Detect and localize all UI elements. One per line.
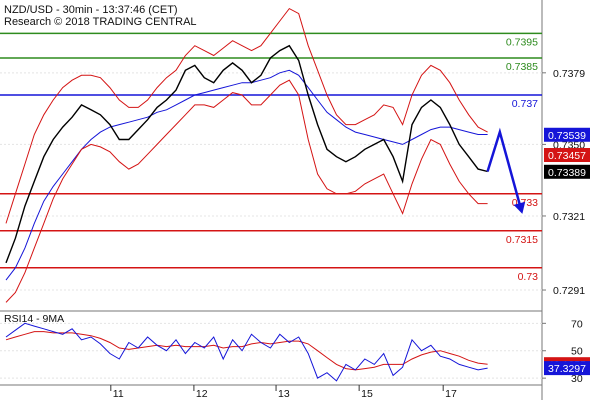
time-tick-label: 15 (361, 388, 373, 400)
rsi-badge (544, 361, 590, 376)
price-badge-label: 0.73539 (548, 130, 586, 142)
time-tick-label: 11 (113, 388, 124, 400)
rsi-tick-label: 30 (571, 373, 583, 385)
bollinger-and-ma-lines (5, 7, 488, 303)
rsi-tick-labels: 70 50 30 (571, 318, 583, 385)
time-tick-label: 13 (278, 388, 290, 400)
time-axis-ticks: 11 12 13 15 17 (110, 385, 457, 400)
price-badge-label: 0.73457 (548, 150, 586, 162)
price-tick-label: 0.7321 (553, 211, 585, 223)
rsi-panel-label: RSI14 - 9MA (4, 313, 64, 325)
rsi-badge-label: 37.3297 (548, 363, 586, 375)
chart-title: NZD/USD - 30min - 13:37:46 (CET) (4, 4, 178, 16)
level-label: 0.7385 (506, 61, 538, 73)
time-tick-label: 12 (196, 388, 208, 400)
indicator-line (5, 7, 488, 224)
price-badge-label: 0.73389 (548, 167, 586, 179)
level-label: 0.7395 (506, 36, 538, 48)
rsi-tick-label: 50 (571, 346, 583, 358)
price-series-line (5, 44, 488, 264)
price-tick-label: 0.7291 (553, 285, 585, 297)
rsi-line (5, 322, 488, 382)
time-tick-label: 17 (445, 388, 457, 400)
price-badge (544, 148, 590, 163)
price-gridlines (0, 72, 546, 291)
price-badges: 0.73539 0.73457 0.73389 (544, 127, 590, 179)
level-label: 0.73 (518, 271, 539, 283)
rsi-tick-label: 70 (571, 318, 583, 330)
indicator-line (5, 79, 488, 303)
rsi-gridlines (0, 322, 546, 379)
chart-subtitle: Research © 2018 TRADING CENTRAL (4, 16, 197, 28)
forecast-arrowhead (513, 201, 526, 214)
indicator-line (5, 69, 488, 281)
rsi-ma-line (5, 331, 488, 371)
level-label: 0.7315 (506, 234, 538, 246)
price-badge (544, 164, 590, 179)
price-tick-label: 0.7379 (553, 68, 585, 80)
rsi-badges: 40.185537.3297 (544, 357, 590, 376)
forecast-path (486, 127, 523, 212)
price-badge (544, 127, 590, 142)
forecast-arrow (486, 127, 526, 214)
level-label: 0.737 (512, 98, 538, 110)
